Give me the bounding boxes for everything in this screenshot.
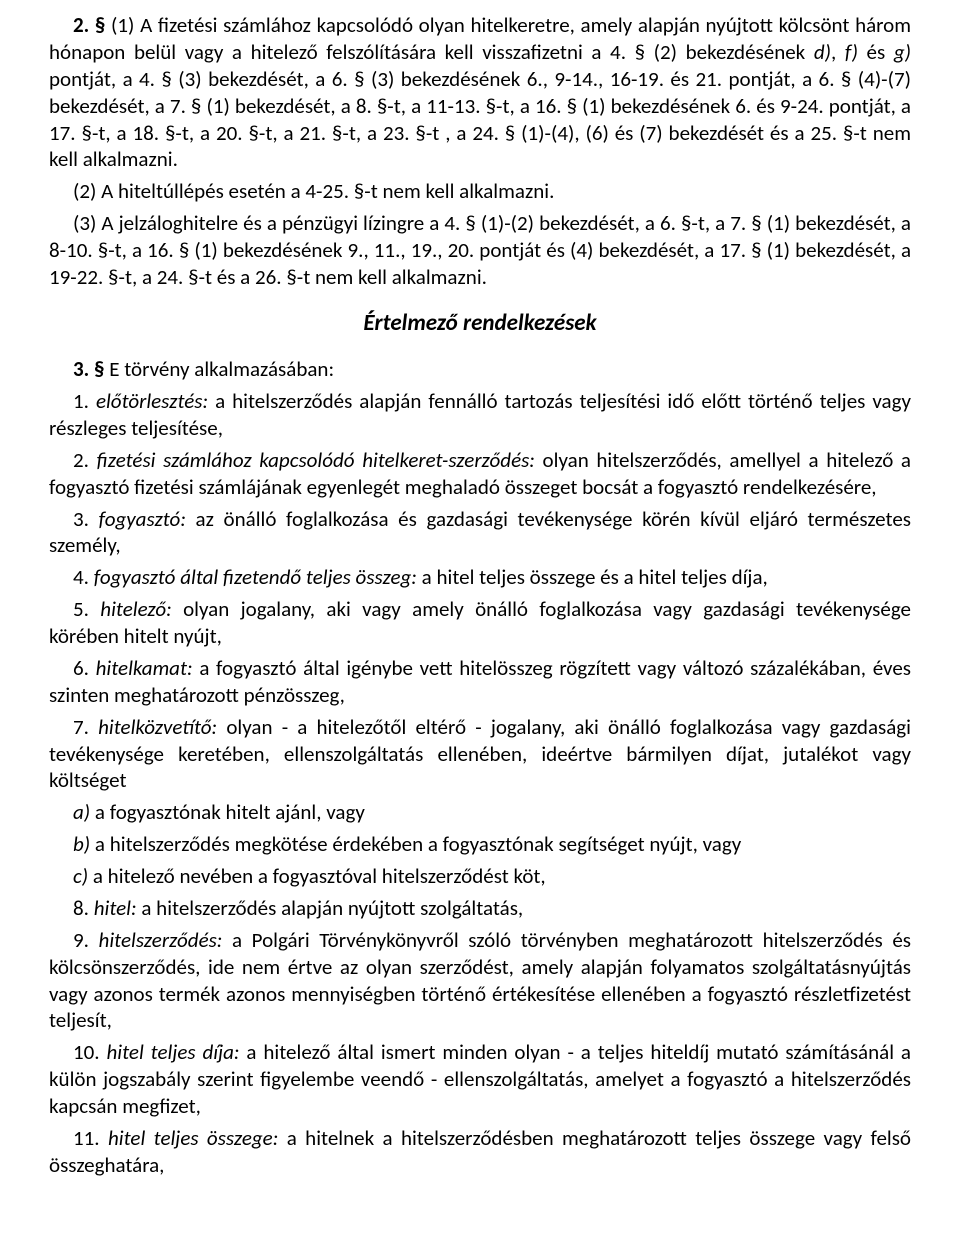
definition-2: 2. fizetési számlához kapcsolódó hitelke… [49, 447, 911, 501]
definition-10: 10. hitel teljes díja: a hitelező által … [49, 1039, 911, 1120]
definition-7a: a) a fogyasztónak hitelt ajánl, vagy [49, 799, 911, 826]
definition-6: 6. hitelkamat: a fogyasztó által igénybe… [49, 655, 911, 709]
heading-definitions: Értelmező rendelkezések [49, 309, 911, 338]
definition-7c: c) a hitelező nevében a fogyasztóval hit… [49, 863, 911, 890]
definition-8: 8. hitel: a hitelszerződés alapján nyújt… [49, 895, 911, 922]
definition-9: 9. hitelszerződés: a Polgári Törvényköny… [49, 927, 911, 1035]
document-page: 2. § (1) A fizetési számlához kapcsolódó… [0, 0, 960, 1204]
definition-7: 7. hitelközvetítő: olyan - a hitelezőtől… [49, 714, 911, 795]
section-2-para-1: 2. § (1) A fizetési számlához kapcsolódó… [49, 12, 911, 173]
section-2-para-2: (2) A hiteltúllépés esetén a 4-25. §-t n… [49, 178, 911, 205]
definition-4: 4. fogyasztó által fizetendő teljes össz… [49, 564, 911, 591]
definition-11: 11. hitel teljes összege: a hitelnek a h… [49, 1125, 911, 1179]
definition-5: 5. hitelező: olyan jogalany, aki vagy am… [49, 596, 911, 650]
section-3-lead: 3. § E törvény alkalmazásában: [49, 356, 911, 383]
section-2-para-3: (3) A jelzáloghitelre és a pénzügyi lízi… [49, 210, 911, 291]
definition-7b: b) a hitelszerződés megkötése érdekében … [49, 831, 911, 858]
definition-1: 1. előtörlesztés: a hitelszerződés alapj… [49, 388, 911, 442]
definition-3: 3. fogyasztó: az önálló foglalkozása és … [49, 506, 911, 560]
